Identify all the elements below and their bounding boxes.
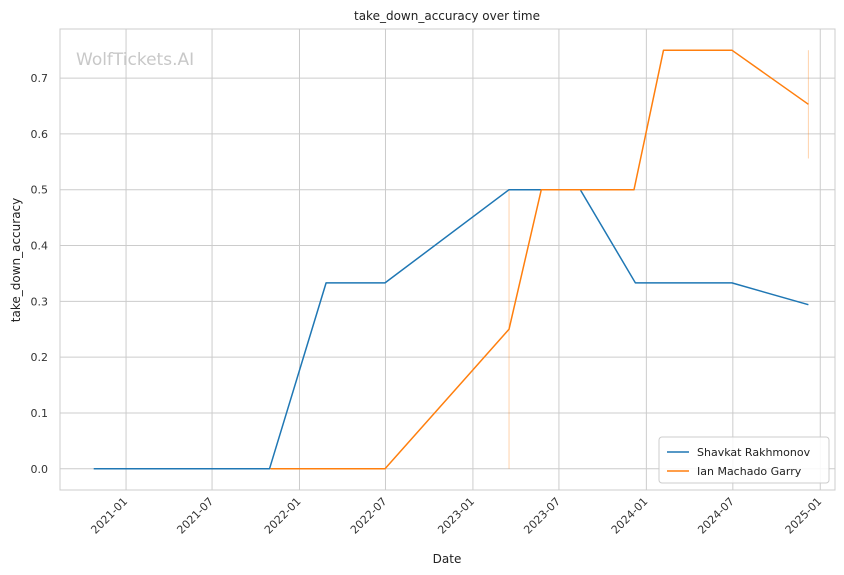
x-tick-label: 2023-07 <box>521 495 563 537</box>
grid <box>60 29 835 490</box>
series-lines <box>93 49 809 470</box>
y-tick-labels: 0.0 0.1 0.2 0.3 0.4 0.5 0.6 0.7 <box>31 72 49 476</box>
x-tick-labels: 2021-01 2021-07 2022-01 2022-07 2023-01 2023-… <box>88 495 824 537</box>
y-axis-label: take_down_accuracy <box>9 198 23 322</box>
series-line <box>93 188 809 470</box>
y-tick-label: 0.1 <box>31 407 49 420</box>
x-tick-label: 2022-07 <box>348 495 390 537</box>
x-tick-label: 2024-07 <box>695 495 737 537</box>
plot-area <box>59 28 836 491</box>
x-tick-label: 2021-07 <box>174 495 216 537</box>
y-tick-label: 0.0 <box>31 463 49 476</box>
y-tick-label: 0.7 <box>31 72 49 85</box>
x-tick-label: 2023-01 <box>435 495 477 537</box>
watermark: WolfTickets.AI <box>76 50 194 70</box>
chart-title: take_down_accuracy over time <box>354 9 540 23</box>
y-tick-label: 0.5 <box>31 184 49 197</box>
legend: Shavkat Rakhmonov Ian Machado Garry <box>658 436 830 484</box>
x-axis-label: Date <box>433 552 462 566</box>
legend-label: Shavkat Rakhmonov <box>697 446 811 459</box>
x-tick-label: 2021-01 <box>88 495 130 537</box>
x-tick-label: 2022-01 <box>262 495 304 537</box>
y-tick-label: 0.2 <box>31 351 49 364</box>
x-tick-label: 2024-01 <box>609 495 651 537</box>
x-tick-label: 2025-01 <box>783 495 825 537</box>
y-tick-label: 0.3 <box>31 295 49 308</box>
legend-box <box>658 436 830 484</box>
y-tick-label: 0.4 <box>31 240 49 253</box>
legend-label: Ian Machado Garry <box>697 465 802 478</box>
series-line <box>270 49 809 470</box>
y-tick-label: 0.6 <box>31 128 49 141</box>
